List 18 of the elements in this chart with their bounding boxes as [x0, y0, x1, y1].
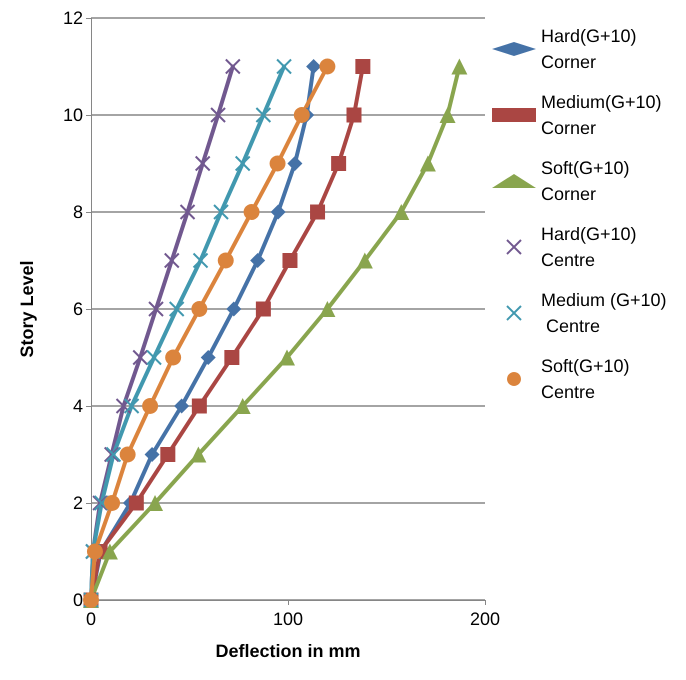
- y-tick-label: 12: [62, 8, 83, 28]
- y-tick-label: 6: [72, 299, 83, 319]
- y-tick-label: 8: [72, 202, 83, 222]
- legend-label: Soft(G+10) Corner: [541, 158, 635, 204]
- y-tick-label: 2: [72, 493, 83, 513]
- legend-label: Hard(G+10) Centre: [541, 224, 642, 270]
- y-tick-label: 10: [62, 105, 83, 125]
- legend-label: Soft(G+10) Centre: [541, 356, 635, 402]
- x-axis-title: Deflection in mm: [215, 641, 361, 661]
- y-tick-label: 4: [72, 396, 83, 416]
- x-tick-label: 100: [272, 609, 304, 629]
- y-tick-label: 0: [72, 590, 83, 610]
- legend-label: Medium (G+10) Centre: [541, 290, 667, 336]
- legend-label: Hard(G+10) Corner: [541, 26, 642, 72]
- y-axis-title: Story Level: [17, 260, 37, 358]
- x-tick-label: 0: [86, 609, 96, 629]
- x-tick-label: 200: [470, 609, 500, 629]
- legend-label: Medium(G+10)Corner: [541, 92, 662, 138]
